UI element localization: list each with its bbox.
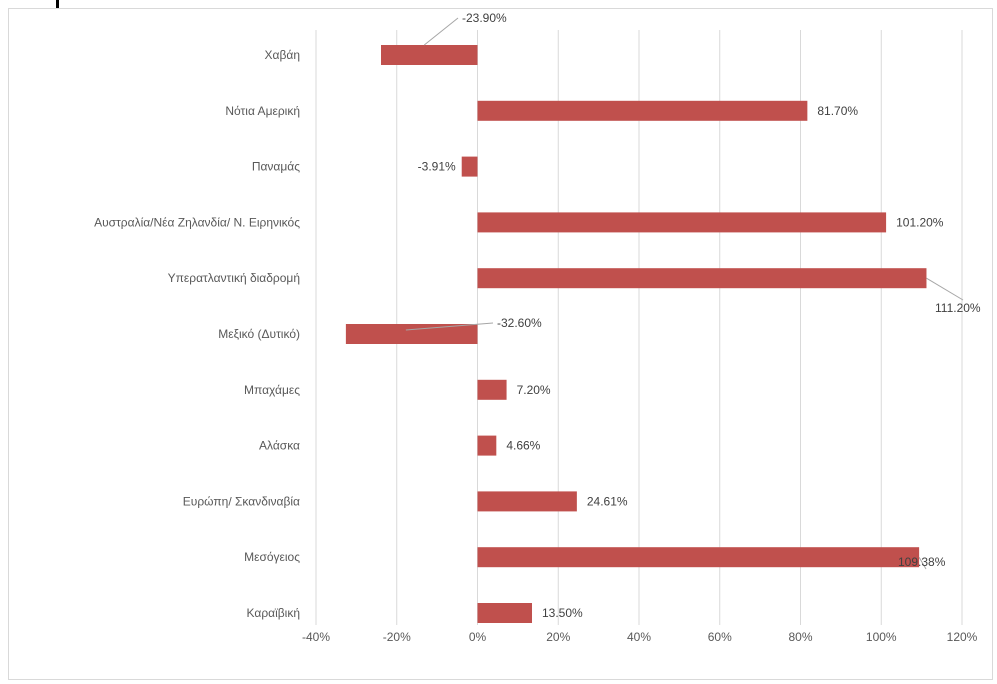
data-label: 24.61% (587, 494, 628, 508)
category-label: Μεξικό (Δυτικό) (218, 327, 300, 341)
category-label: Νότια Αμερική (225, 104, 300, 118)
data-label: 13.50% (542, 606, 583, 620)
category-label: Καραϊβική (247, 606, 300, 620)
data-label: 111.20% (935, 301, 981, 315)
data-label: 81.70% (817, 104, 858, 118)
data-label: 101.20% (896, 215, 944, 229)
x-tick-label: -40% (302, 630, 330, 644)
x-tick-label: 60% (708, 630, 732, 644)
x-tick-label: 40% (627, 630, 651, 644)
bar (461, 156, 478, 177)
category-label: Αλάσκα (259, 439, 300, 453)
x-tick-label: 120% (947, 630, 978, 644)
data-label: -23.90% (462, 11, 507, 25)
gridlines (315, 30, 963, 625)
leader-line (423, 17, 459, 46)
x-tick-label: 0% (469, 630, 487, 644)
x-tick-label: 100% (866, 630, 897, 644)
data-label: -3.91% (418, 160, 456, 174)
leader-line (918, 556, 927, 570)
leader-line (926, 277, 964, 301)
bar (381, 45, 478, 65)
bar (477, 435, 497, 456)
leader-line (405, 322, 494, 331)
bars (345, 45, 927, 623)
bar (477, 100, 808, 121)
bar (477, 379, 507, 400)
bar (477, 547, 920, 568)
x-axis-tick-labels: -40% -20% 0% 20% 40% 60% 80% 100% 120% (302, 630, 978, 644)
bar (477, 603, 533, 623)
data-label: 109.38% (898, 555, 946, 569)
category-labels: Χαβάη Νότια Αμερική Παναμάς Αυστραλία/Νέα Ζ… (94, 48, 300, 620)
category-label: Ευρώπη/ Σκανδιναβία (183, 494, 300, 508)
data-label: 7.20% (517, 383, 551, 397)
category-label: Αυστραλία/Νέα Ζηλανδία/ Ν. Ειρηνικός (94, 215, 300, 229)
data-label: -32.60% (497, 316, 542, 330)
leader-lines (405, 17, 964, 570)
category-label: Παναμάς (252, 160, 300, 174)
category-label: Μεσόγειος (244, 550, 300, 564)
category-label: Μπαχάμες (244, 383, 300, 397)
x-tick-label: -20% (383, 630, 411, 644)
bar (477, 268, 927, 289)
category-label: Χαβάη (265, 48, 300, 62)
data-labels: -23.90% 81.70% -3.91% 101.20% 111.20% -32.60%… (418, 11, 981, 620)
bar (477, 491, 577, 512)
data-label: 4.66% (506, 439, 540, 453)
x-tick-label: 20% (546, 630, 570, 644)
category-label: Υπερατλαντική διαδρομή (168, 271, 300, 285)
x-tick-label: 80% (788, 630, 812, 644)
bar (477, 212, 887, 233)
top-edge-mark (56, 0, 59, 8)
bar (345, 324, 478, 344)
